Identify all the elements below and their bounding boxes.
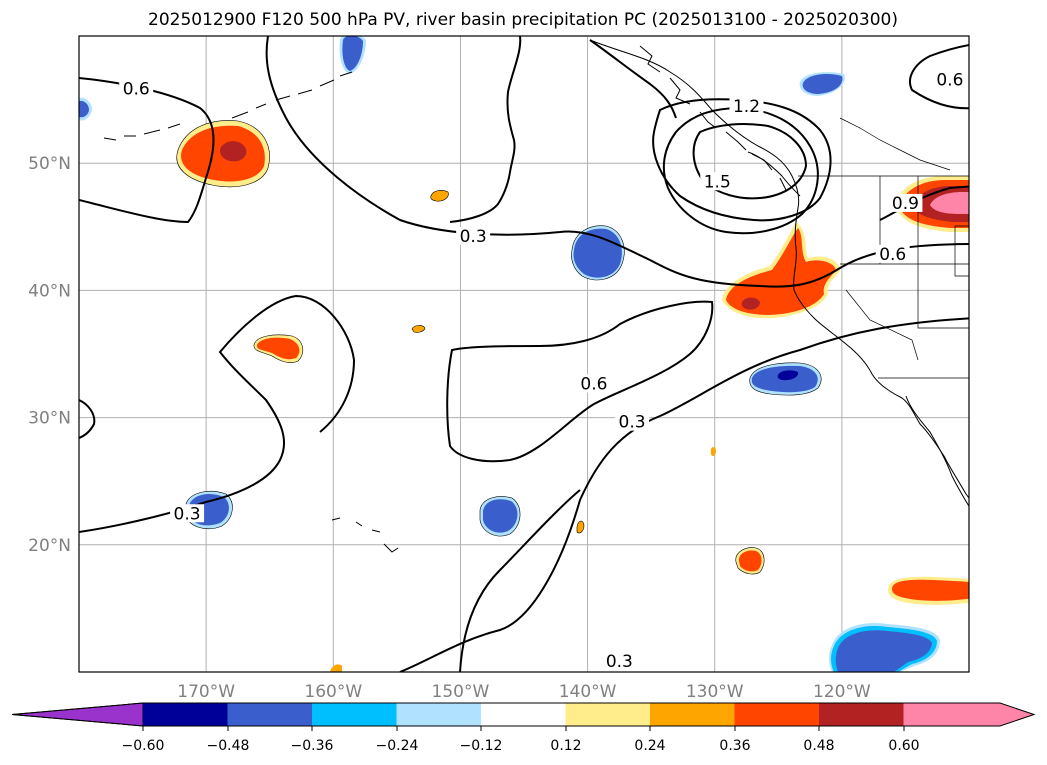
colorbar-tick-label-5: 0.12 bbox=[550, 738, 581, 754]
precip-anomaly-subtropical-east bbox=[888, 576, 969, 605]
pv-label-bg-4 bbox=[170, 504, 205, 523]
colorbar-tick-label-1: −0.48 bbox=[207, 738, 250, 754]
lat-label-2: 40°N bbox=[28, 281, 71, 301]
pv-contour-0.3-southeast bbox=[399, 317, 969, 672]
pv-contour-labels: 0.6 0.3 0.6 0.3 0.3 0.3 1.2 1.5 0.6 0.9 0.6 bbox=[119, 70, 967, 672]
alaska-panhandle-islands bbox=[639, 45, 787, 191]
pv-label-10: 0.6 bbox=[879, 245, 906, 265]
pv-label-6: 1.2 bbox=[733, 97, 760, 117]
pv-contour-0.9 bbox=[909, 44, 969, 110]
precip-anomaly-pacific-northwest bbox=[895, 176, 969, 232]
pv-contour-0.6-northwest bbox=[79, 77, 215, 224]
precip-outlines bbox=[176, 120, 822, 575]
pv-label-bg-6 bbox=[729, 97, 764, 116]
lon-label-3: 140°W bbox=[559, 682, 617, 702]
precip-anomaly-aleutian bbox=[176, 120, 270, 187]
colorbar-tick-label-9: 0.60 bbox=[888, 738, 919, 754]
colorbar-tick-label-3: −0.24 bbox=[376, 738, 419, 754]
colorbar-over-extension bbox=[904, 703, 1034, 726]
pv-contour-far-west bbox=[79, 399, 96, 439]
pv-contour-0.3-southern-loop bbox=[79, 294, 356, 533]
lon-label-4: 130°W bbox=[686, 682, 744, 702]
colorbar-bin-2 bbox=[312, 703, 397, 726]
colorbar-tick-label-6: 0.24 bbox=[634, 738, 665, 754]
map-panel: 0.6 0.3 0.6 0.3 0.3 0.3 1.2 1.5 0.6 0.9 0.6 20°N 30… bbox=[28, 35, 970, 702]
pv-contour-0.6-southern-loop bbox=[446, 300, 714, 463]
colorbar-bin-7 bbox=[734, 703, 820, 726]
map-frame bbox=[78, 35, 970, 673]
lon-label-2: 150°W bbox=[432, 682, 490, 702]
precip-anomaly-south bbox=[829, 622, 940, 672]
colorbar-tick-label-7: 0.36 bbox=[719, 738, 750, 754]
colorbar-bin-3 bbox=[396, 703, 482, 726]
pv-label-0: 0.6 bbox=[123, 79, 150, 99]
colorbar-bin-1 bbox=[227, 703, 313, 726]
lat-label-0: 20°N bbox=[28, 536, 71, 556]
colorbar-tick-label-2: −0.36 bbox=[291, 738, 334, 754]
pv-label-8: 0.6 bbox=[936, 71, 963, 91]
pv-label-bg-10 bbox=[875, 244, 910, 263]
colorbar-under-extension bbox=[11, 702, 144, 727]
pv-label-bg-8 bbox=[932, 70, 967, 89]
colorbar-tick-label-4: −0.12 bbox=[460, 738, 503, 754]
pv-contour-0.3-north bbox=[265, 36, 969, 288]
pv-label-1: 0.3 bbox=[460, 227, 487, 247]
colorbar: −0.60 −0.48 −0.36 −0.24 −0.12 0.12 0.24 0.36 0.4… bbox=[11, 702, 1036, 754]
pv-label-bg-1 bbox=[456, 226, 491, 245]
pv-label-5: 0.3 bbox=[606, 652, 633, 672]
hawaiian-islands bbox=[331, 517, 399, 553]
figure-title: 2025012900 F120 500 hPa PV, river basin … bbox=[148, 10, 898, 30]
colorbar-bin-6 bbox=[650, 703, 735, 726]
pv-contour-mid-ridge bbox=[589, 39, 677, 119]
aleutian-islands bbox=[103, 71, 353, 141]
latitude-labels: 20°N 30°N 40°N 50°N bbox=[28, 154, 71, 556]
longitude-labels: 170°W 160°W 150°W 140°W 130°W 120°W bbox=[177, 682, 871, 702]
pv-label-bg-9 bbox=[888, 193, 923, 212]
precip-anomaly-northeast-pacific bbox=[749, 362, 822, 396]
pv-label-7: 1.5 bbox=[704, 172, 731, 192]
pv-label-bg-3 bbox=[615, 412, 650, 431]
vancouver-island bbox=[747, 151, 801, 197]
pv-label-3: 0.3 bbox=[619, 413, 646, 433]
colorbar-bin-8 bbox=[819, 703, 904, 726]
precip-anomaly-us-west-coast bbox=[722, 222, 840, 319]
lat-label-1: 30°N bbox=[28, 409, 71, 429]
pv-contour-0.3-western-ridge bbox=[449, 36, 522, 223]
baja-california-coastline bbox=[905, 395, 969, 508]
pv-label-bg-5 bbox=[602, 651, 637, 670]
colorbar-tick-label-8: 0.48 bbox=[803, 738, 834, 754]
lon-label-5: 120°W bbox=[813, 682, 871, 702]
pv-label-9: 0.9 bbox=[892, 194, 919, 214]
lat-label-3: 50°N bbox=[28, 154, 71, 174]
colorbar-bin-4 bbox=[481, 703, 566, 726]
pv-label-2: 0.6 bbox=[580, 375, 607, 395]
pv-label-bg-7 bbox=[700, 172, 735, 191]
colorbar-bin-0 bbox=[143, 703, 228, 726]
pv-contour-0.3-southwest bbox=[459, 489, 581, 672]
pv-label-bg-2 bbox=[576, 374, 611, 393]
colorbar-bin-5 bbox=[565, 703, 651, 726]
pv-label-4: 0.3 bbox=[174, 504, 201, 524]
colorbar-tick-label-0: −0.60 bbox=[122, 738, 165, 754]
lon-label-0: 170°W bbox=[177, 682, 235, 702]
north-america-coastline bbox=[589, 39, 969, 499]
gridlines bbox=[79, 36, 969, 672]
pv-label-bg-0 bbox=[119, 79, 154, 98]
coastlines bbox=[103, 39, 969, 553]
lon-label-1: 160°W bbox=[304, 682, 362, 702]
